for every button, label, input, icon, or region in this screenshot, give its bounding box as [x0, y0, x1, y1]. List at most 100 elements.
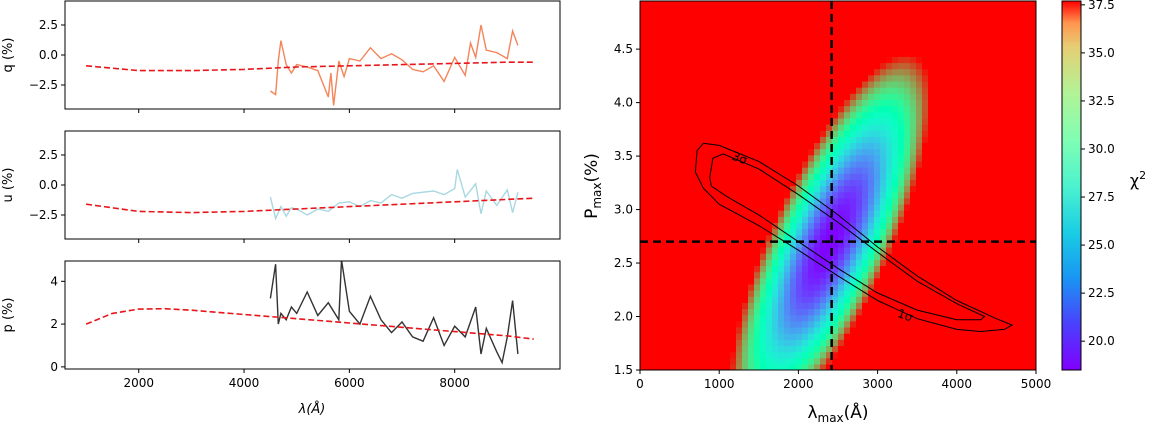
heatmap-cell — [706, 37, 713, 45]
heatmap-cell — [856, 56, 863, 64]
heatmap-cell — [814, 271, 821, 279]
heatmap-cell — [1030, 130, 1036, 137]
heatmap-cell — [958, 247, 965, 254]
heatmap-cell — [742, 179, 749, 187]
heatmap-cell — [682, 179, 689, 187]
heatmap-cell — [658, 308, 665, 316]
heatmap-cell — [682, 124, 689, 131]
heatmap-cell — [904, 1, 911, 8]
heatmap-cell — [904, 351, 911, 359]
heatmap-cell — [868, 62, 875, 70]
heatmap-cell — [856, 105, 863, 113]
heatmap-cell — [688, 277, 695, 285]
heatmap-cell — [922, 87, 929, 94]
heatmap-cell — [976, 50, 983, 57]
heatmap-cell — [910, 333, 917, 340]
heatmap-cell — [790, 290, 797, 297]
heatmap-cell — [988, 105, 995, 113]
heatmap-cell — [1018, 44, 1025, 51]
heatmap-cell — [994, 160, 1001, 168]
heatmap-cell — [802, 191, 809, 199]
heatmap-cell — [1030, 203, 1036, 211]
heatmap-cell — [658, 277, 665, 285]
heatmap-cell — [640, 308, 647, 316]
heatmap-cell — [790, 130, 797, 137]
heatmap-cell — [700, 31, 707, 39]
heatmap-cell — [718, 296, 725, 303]
heatmap-cell — [994, 296, 1001, 303]
heatmap-cell — [856, 93, 863, 100]
heatmap-cell — [802, 320, 809, 328]
heatmap-cell — [646, 191, 653, 199]
heatmap-cell — [904, 216, 911, 223]
heatmap-cell — [880, 13, 887, 21]
heatmap-cell — [808, 154, 815, 162]
heatmap-cell — [814, 296, 821, 303]
heatmap-cell — [862, 56, 869, 64]
heatmap-cell — [994, 74, 1001, 82]
heatmap-cell — [1018, 142, 1025, 150]
heatmap-cell — [868, 87, 875, 94]
heatmap-cell — [844, 228, 851, 236]
heatmap-cell — [730, 130, 737, 137]
heatmap-cell — [676, 357, 683, 365]
heatmap-cell — [832, 351, 839, 359]
heatmap-cell — [670, 68, 677, 76]
heatmap-cell — [766, 357, 773, 365]
heatmap-cell — [976, 44, 983, 51]
heatmap-cell — [886, 283, 893, 291]
heatmap-cell — [730, 314, 737, 322]
heatmap-cell — [910, 234, 917, 242]
heatmap-cell — [652, 314, 659, 322]
heatmap-cell — [652, 277, 659, 285]
heatmap-cell — [874, 351, 881, 359]
heatmap-cell — [808, 326, 815, 334]
heatmap-cell — [694, 80, 701, 88]
heatmap-cell — [868, 99, 875, 107]
heatmap-cell — [784, 7, 791, 14]
heatmap-cell — [868, 105, 875, 113]
heatmap-cell — [976, 234, 983, 242]
heatmap-cell — [754, 50, 761, 57]
heatmap-cell — [1024, 234, 1031, 242]
heatmap-cell — [994, 105, 1001, 113]
heatmap-cell — [790, 105, 797, 113]
heatmap-cell — [730, 62, 737, 70]
heatmap-cell — [1012, 154, 1019, 162]
heatmap-cell — [778, 136, 785, 144]
heatmap-cell — [976, 247, 983, 254]
heatmap-cell — [886, 259, 893, 267]
heatmap-cell — [964, 197, 971, 205]
heatmap-cell — [706, 44, 713, 51]
heatmap-cell — [748, 296, 755, 303]
heatmap-cell — [916, 296, 923, 303]
heatmap-cell — [988, 277, 995, 285]
heatmap-cell — [784, 185, 791, 193]
heatmap-cell — [772, 74, 779, 82]
heatmap-cell — [664, 326, 671, 334]
heatmap-cell — [796, 93, 803, 100]
heatmap-cell — [940, 222, 947, 230]
heatmap-cell — [748, 302, 755, 310]
heatmap-cell — [742, 228, 749, 236]
heatmap-cell — [736, 13, 743, 21]
heatmap-cell — [1000, 25, 1007, 33]
heatmap-cell — [934, 148, 941, 156]
heatmap-cell — [694, 111, 701, 119]
heatmap-cell — [880, 62, 887, 70]
heatmap-cell — [802, 351, 809, 359]
heatmap-cell — [946, 74, 953, 82]
heatmap-cell — [808, 314, 815, 322]
heatmap-cell — [724, 44, 731, 51]
heatmap-cell — [856, 31, 863, 39]
heatmap-cell — [868, 13, 875, 21]
heatmap-cell — [796, 117, 803, 125]
heatmap-cell — [838, 357, 845, 365]
heatmap-cell — [856, 142, 863, 150]
heatmap-cell — [1024, 357, 1031, 365]
heatmap-cell — [802, 68, 809, 76]
heatmap-cell — [934, 136, 941, 144]
heatmap-cell — [652, 345, 659, 353]
heatmap-cell — [934, 247, 941, 254]
heatmap-cell — [952, 277, 959, 285]
